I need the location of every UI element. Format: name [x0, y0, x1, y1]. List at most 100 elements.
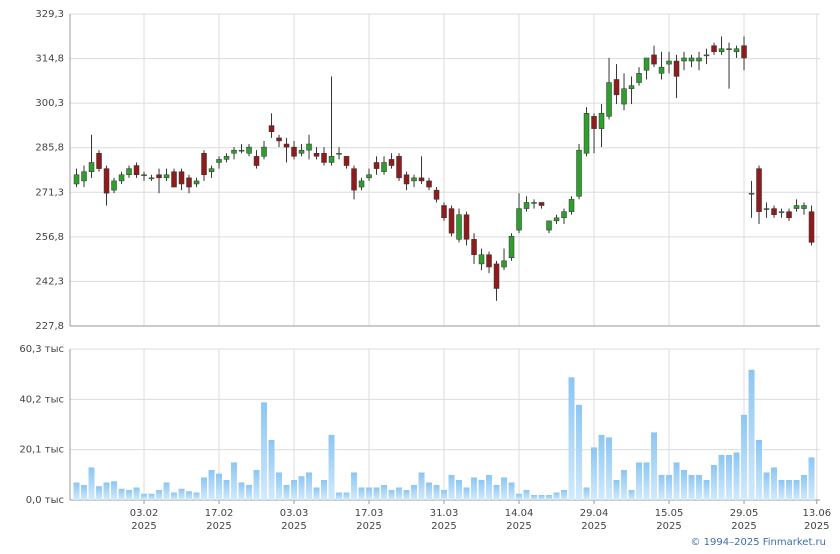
x-tick-label: 15.05	[655, 508, 684, 519]
candle-body	[531, 202, 537, 204]
candle-body	[411, 177, 417, 182]
volume-bar	[276, 472, 283, 500]
x-tick-label: 17.03	[355, 508, 384, 519]
y-tick-label: 285,8	[35, 143, 64, 154]
volume-bar	[148, 493, 155, 500]
candle-body	[336, 152, 342, 155]
volume-bar	[171, 492, 178, 500]
volume-bar	[516, 493, 523, 500]
candle-body	[463, 214, 470, 240]
volume-bar	[553, 492, 560, 500]
volume-bar	[418, 472, 425, 500]
footer: © 1994–2025 Finmarket.ru	[690, 537, 826, 548]
candle-body	[268, 125, 275, 132]
x-tick-sublabel: 2025	[206, 521, 231, 532]
x-tick-sublabel: 2025	[731, 521, 756, 532]
candle-body	[253, 156, 260, 166]
x-tick-sublabel: 2025	[281, 521, 306, 532]
volume-bar	[433, 484, 440, 500]
volume-bar	[283, 484, 290, 500]
volume-bar	[538, 494, 545, 500]
candle-body	[568, 199, 575, 212]
volume-bar	[306, 472, 313, 500]
y-tick-label: 314,8	[35, 54, 64, 65]
volume-bar	[778, 479, 785, 500]
volume-bar	[666, 474, 673, 500]
volume-bar	[718, 454, 725, 500]
volume-bar	[493, 484, 500, 500]
volume-bar	[313, 487, 320, 500]
candle-body	[111, 180, 117, 191]
candle-body	[366, 174, 372, 179]
volume-bar	[216, 473, 223, 500]
volume-bar	[366, 487, 373, 500]
candle-body	[351, 168, 357, 191]
volume-bar	[291, 479, 298, 500]
candle-body	[666, 60, 672, 65]
candle-body	[741, 45, 747, 59]
volume-bar	[733, 452, 740, 500]
volume-bar	[501, 477, 508, 500]
candle-body	[591, 116, 597, 129]
volume-bar	[238, 482, 245, 500]
candle-body	[216, 159, 222, 163]
volume-bar	[388, 489, 395, 500]
volume-bar	[321, 479, 328, 500]
candle-body	[133, 165, 140, 176]
volume-bar	[201, 477, 208, 500]
y-tick-label: 271,3	[35, 187, 64, 198]
volume-bar	[621, 469, 628, 500]
candle-body	[186, 177, 192, 188]
candle-body	[673, 60, 680, 77]
candle-body	[718, 48, 725, 53]
candle-body	[703, 54, 710, 57]
candle-body	[538, 202, 545, 206]
y-tick-label: 0,0 тыс	[26, 495, 64, 506]
volume-bar	[396, 487, 403, 500]
volume-bar	[801, 474, 808, 500]
candle-body	[688, 57, 695, 62]
volume-bar	[133, 487, 140, 500]
volume-bar	[463, 487, 470, 500]
volume-bar	[471, 477, 478, 500]
volume-bar	[696, 474, 703, 500]
volume-bar	[703, 479, 710, 500]
candle-body	[276, 137, 282, 142]
x-tick-label: 29.05	[730, 508, 759, 519]
candle-body	[771, 208, 777, 215]
candle-body	[651, 54, 657, 65]
volume-bar	[523, 489, 530, 500]
volume-bar	[763, 472, 770, 500]
candle-body	[478, 254, 485, 265]
volume-bar	[448, 474, 455, 500]
candle-body	[793, 205, 800, 209]
x-tick-label: 03.02	[130, 508, 159, 519]
volume-bar	[118, 488, 125, 500]
volume-bar	[486, 474, 493, 500]
candle-body	[298, 149, 305, 154]
x-tick-label: 29.04	[580, 508, 609, 519]
candle-body	[81, 171, 87, 182]
volume-bar	[711, 464, 718, 500]
volume-bar	[426, 482, 433, 500]
candle-body	[373, 162, 380, 169]
candle-body	[456, 214, 462, 240]
volume-bar	[103, 482, 110, 500]
volume-bar	[261, 402, 268, 500]
volume-bar	[583, 487, 590, 500]
candle-body	[441, 205, 447, 219]
volume-bar	[186, 491, 193, 500]
volume-bar	[343, 492, 350, 500]
volume-bar	[336, 492, 343, 500]
candle-body	[343, 156, 350, 166]
volume-bar	[81, 484, 88, 500]
volume-bar	[73, 482, 80, 500]
volume-bar	[606, 437, 613, 500]
candle-body	[358, 180, 365, 188]
x-tick-label: 13.06	[802, 508, 831, 519]
volume-bar	[178, 488, 185, 500]
volume-bar	[156, 489, 163, 500]
candle-body	[486, 254, 492, 268]
volume-bar	[561, 489, 568, 500]
candle-body	[606, 82, 612, 117]
